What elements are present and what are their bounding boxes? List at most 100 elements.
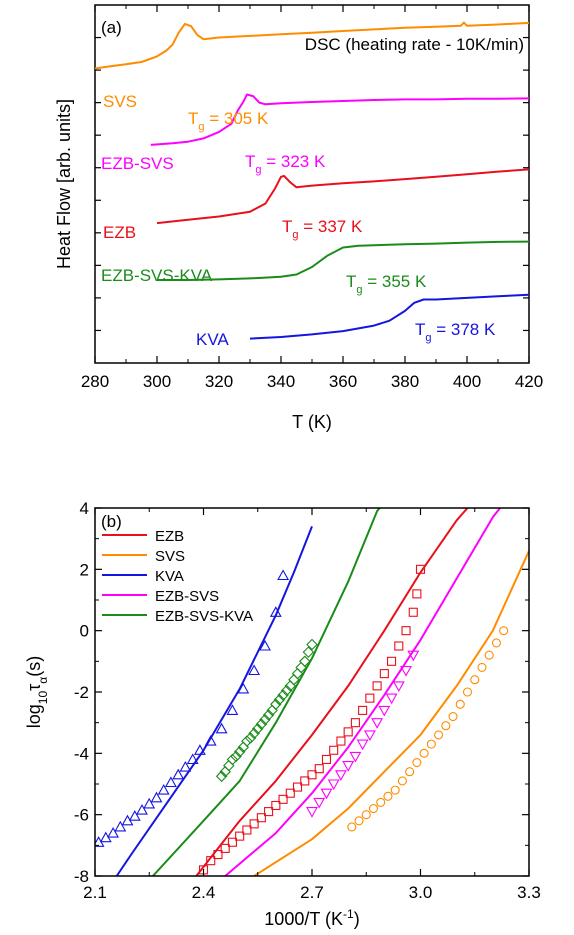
data-point-kva xyxy=(269,606,282,617)
panel-a-x-tick-label: 280 xyxy=(81,372,109,391)
data-point-svs xyxy=(383,791,393,801)
data-point-ezb-svs xyxy=(327,779,340,791)
data-point-ezb xyxy=(300,776,310,786)
data-point-ezb xyxy=(206,856,216,866)
panel-a-y-axis-label: Heat Flow [arb. units] xyxy=(54,99,74,269)
data-point-ezb xyxy=(379,669,389,679)
data-point-svs xyxy=(491,638,502,648)
dsc-curve-ezb-svs xyxy=(150,93,529,146)
panel-b-y-axis-label: log10τα(s) xyxy=(24,656,50,728)
data-point-svs xyxy=(354,816,364,826)
data-point-ezb-svs xyxy=(385,693,398,705)
data-point-ezb-svs xyxy=(313,797,326,809)
panel-a-x-tick-label: 320 xyxy=(205,372,233,391)
data-point-kva xyxy=(164,776,177,788)
panel-a-x-tick-label: 400 xyxy=(453,372,481,391)
data-point-kva xyxy=(114,820,127,832)
data-point-svs xyxy=(376,797,386,807)
data-point-svs xyxy=(434,730,444,740)
panel-a-x-tick-label: 420 xyxy=(515,372,543,391)
panel-b-x-tick-label: 2.7 xyxy=(300,883,324,902)
data-point-ezb xyxy=(278,794,288,804)
data-point-kva xyxy=(157,783,170,795)
legend-label-ezb: EZB xyxy=(155,528,184,545)
data-point-ezb xyxy=(256,813,266,823)
data-point-svs xyxy=(477,662,487,673)
data-point-ezb-svs xyxy=(371,718,384,729)
data-point-kva xyxy=(186,753,199,765)
data-point-svs xyxy=(347,822,357,832)
panel-b-label: (b) xyxy=(101,512,122,531)
data-point-ezb xyxy=(220,843,230,853)
panel-b-x-tick-label: 3.3 xyxy=(517,883,541,902)
data-point-svs xyxy=(361,810,371,820)
data-point-kva xyxy=(226,704,239,715)
data-point-svs xyxy=(419,748,429,758)
data-point-ezb xyxy=(249,819,259,829)
panel-b-x-axis-label: 1000/T (K-1) xyxy=(264,907,359,929)
panel-a-dsc-chart: 280 300 320 340 360 380 400 420 SVS Tg = 305 K EZ… xyxy=(54,4,543,432)
tg-annotation-kva: Tg = 378 K xyxy=(415,320,496,344)
dsc-curve-svs xyxy=(95,21,529,70)
data-point-ezb-svs-kva xyxy=(248,727,260,740)
panel-a-label: (a) xyxy=(101,18,122,37)
data-point-svs xyxy=(499,626,509,636)
data-point-kva xyxy=(193,744,206,755)
data-point-ezb xyxy=(408,607,418,617)
dsc-series-label-svs: SVS xyxy=(103,92,137,111)
vft-fit-line-ezb-svs xyxy=(224,508,501,876)
data-point-ezb xyxy=(350,718,360,728)
tg-annotation-ezb-svs-kva: Tg = 355 K xyxy=(346,272,427,296)
data-point-ezb xyxy=(365,693,375,703)
data-point-svs xyxy=(455,699,465,709)
dsc-series-label-ezb-svs-kva: EZB-SVS-KVA xyxy=(101,266,213,285)
data-point-svs xyxy=(405,767,415,777)
data-point-svs xyxy=(484,650,494,660)
data-point-ezb-svs xyxy=(320,788,333,800)
panel-b-x-tick-label: 2.4 xyxy=(192,883,216,902)
data-point-ezb-svs-kva xyxy=(244,732,257,744)
data-point-ezb-svs-kva xyxy=(226,753,239,766)
data-point-ezb xyxy=(227,837,237,847)
panel-a-x-tick-label: 300 xyxy=(143,372,171,391)
data-point-ezb xyxy=(292,782,303,792)
data-point-svs xyxy=(368,803,379,814)
panel-a-title: DSC (heating rate - 10K/min) xyxy=(305,35,524,54)
data-point-kva xyxy=(136,803,148,815)
dsc-series-label-ezb: EZB xyxy=(103,223,136,242)
data-point-ezb-svs-kva xyxy=(241,735,253,747)
vft-fit-line-ezb xyxy=(195,508,469,876)
data-point-ezb xyxy=(358,705,368,715)
dsc-series-label-kva: KVA xyxy=(196,330,229,349)
data-point-ezb xyxy=(242,825,252,835)
panel-a-x-tick-label: 340 xyxy=(267,372,295,391)
data-point-kva xyxy=(150,791,163,803)
data-point-ezb-svs xyxy=(349,751,362,763)
data-point-svs xyxy=(397,776,407,786)
data-point-ezb-svs-kva xyxy=(270,698,282,711)
dsc-curve-ezb-svs-kva xyxy=(157,240,529,281)
data-point-kva xyxy=(204,734,217,746)
panel-b-y-tick-label: -6 xyxy=(74,806,89,825)
data-point-ezb xyxy=(271,800,281,811)
data-point-kva xyxy=(179,760,192,772)
panel-a-x-tick-label: 380 xyxy=(391,372,419,391)
data-point-ezb-svs-kva xyxy=(262,709,275,721)
legend-label-ezb-svs: EZB-SVS xyxy=(155,588,219,605)
panel-a-x-axis-label: T (K) xyxy=(292,412,332,432)
panel-b-x-tick-label: 2.1 xyxy=(83,883,107,902)
data-point-svs xyxy=(390,785,400,795)
data-point-ezb-svs-kva xyxy=(251,723,264,735)
data-point-ezb-svs xyxy=(407,650,420,662)
data-point-ezb-svs xyxy=(400,665,412,677)
data-point-ezb-svs-kva xyxy=(259,713,271,726)
vft-fit-line-svs xyxy=(253,550,529,876)
data-point-ezb xyxy=(213,849,223,860)
data-point-kva xyxy=(237,682,250,694)
vft-fit-line-kva xyxy=(115,526,313,876)
data-point-ezb-svs-kva xyxy=(273,693,286,706)
data-point-ezb-svs xyxy=(378,705,391,717)
tg-annotation-ezb: Tg = 337 K xyxy=(282,217,363,241)
data-point-svs xyxy=(426,739,436,749)
